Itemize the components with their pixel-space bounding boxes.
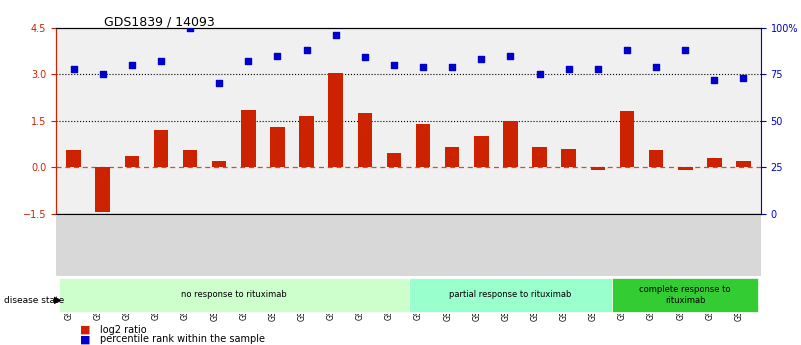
Point [533,71,546,77]
Bar [183,150,197,167]
Point [417,64,429,69]
Point [737,75,750,81]
Point [300,47,313,53]
Bar [357,113,372,167]
Point [591,66,604,71]
Bar [154,130,168,167]
Bar [212,161,227,167]
Bar [620,111,634,167]
Point [475,57,488,62]
Bar [409,278,613,312]
Point [242,58,255,64]
Bar [590,167,605,170]
Point [271,53,284,58]
Bar [649,150,663,167]
Text: percentile rank within the sample: percentile rank within the sample [100,334,265,344]
Bar [66,150,81,167]
Point [213,81,226,86]
Text: ▶: ▶ [54,295,62,305]
Point [708,77,721,82]
Text: no response to rituximab: no response to rituximab [181,290,287,299]
Text: ■: ■ [80,325,91,335]
Text: complete response to
rituximab: complete response to rituximab [639,285,731,305]
Bar [241,110,256,167]
Bar [562,149,576,167]
Bar [124,156,139,167]
Point [358,55,371,60]
Bar [328,73,343,167]
Text: GDS1839 / 14093: GDS1839 / 14093 [104,16,215,29]
Bar [95,167,110,212]
Bar [707,158,722,167]
Bar [736,161,751,167]
Bar [474,136,489,167]
Bar [445,147,460,167]
Point [67,66,80,71]
Point [329,32,342,38]
Point [388,62,400,68]
Bar [59,278,409,312]
Point [504,53,517,58]
Point [446,64,459,69]
Bar [300,116,314,167]
Point [621,47,634,53]
Text: log2 ratio: log2 ratio [100,325,147,335]
Text: ■: ■ [80,334,91,344]
Bar [613,278,758,312]
Bar [503,121,517,167]
Point [183,25,196,30]
Text: partial response to rituximab: partial response to rituximab [449,290,572,299]
Bar [270,127,284,167]
Bar [533,147,547,167]
Bar [387,153,401,167]
Point [562,66,575,71]
Point [126,62,139,68]
Bar [678,167,693,170]
Point [96,71,109,77]
Point [155,58,167,64]
Point [650,64,662,69]
Bar [416,124,430,167]
Text: disease state: disease state [4,296,64,305]
Point [678,47,691,53]
